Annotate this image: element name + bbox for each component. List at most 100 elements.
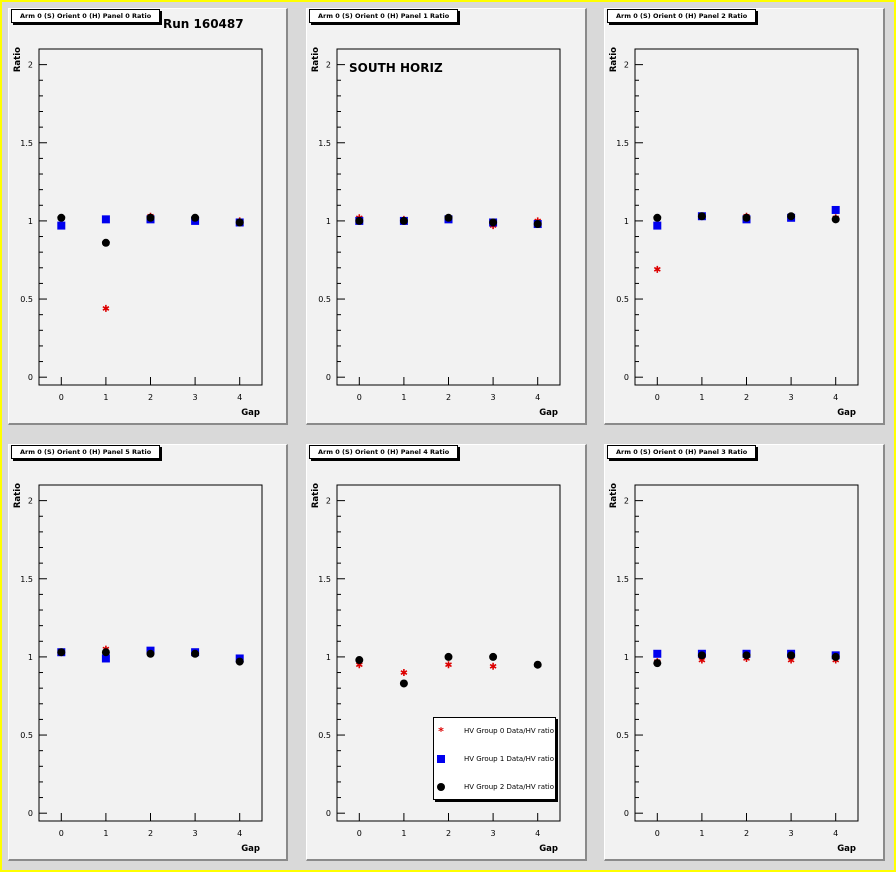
y-axis-title: Ratio [609, 483, 619, 508]
data-point-circle [444, 213, 453, 222]
y-tick-label: 0.5 [318, 731, 331, 740]
x-axis-title: Gap [837, 844, 856, 854]
y-tick-label: 0 [624, 373, 629, 382]
y-tick-label: 0.5 [616, 295, 629, 304]
y-tick-label: 1.5 [20, 575, 33, 584]
data-point-circle [235, 657, 244, 666]
legend: * HV Group 0 Data/HV ratio HV Group 1 Da… [433, 717, 556, 800]
data-point-star [653, 265, 661, 273]
x-axis-title: Gap [539, 408, 558, 418]
data-point-circle [489, 218, 498, 227]
chart-svg: 0 0.5 1 1.5 2 0 1 2 3 4 Gap Ratio [609, 47, 859, 418]
pad-title: Arm 0 (S) Orient 0 (H) Panel 2 Ratio [607, 9, 757, 23]
x-tick-label: 2 [744, 393, 749, 402]
data-point-circle [235, 218, 244, 227]
x-tick-label: 1 [699, 829, 704, 838]
data-point-square [57, 221, 66, 230]
y-tick-label: 1 [28, 217, 33, 226]
data-point-circle [101, 238, 110, 247]
data-point-circle [399, 216, 408, 225]
data-point-circle [355, 216, 364, 225]
pad-title: Arm 0 (S) Orient 0 (H) Panel 4 Ratio [309, 445, 459, 459]
data-point-circle [653, 659, 662, 668]
chart-svg: 0 0.5 1 1.5 2 0 1 2 3 4 Gap Ratio [609, 483, 859, 854]
x-axis-title: Gap [241, 408, 260, 418]
data-point-circle [146, 649, 155, 658]
chart-svg: 0 0.5 1 1.5 2 0 1 2 3 4 Gap Ratio [311, 47, 561, 418]
x-tick-label: 1 [699, 393, 704, 402]
x-tick-label: 0 [357, 829, 362, 838]
data-point-star [102, 304, 110, 312]
data-point-circle [191, 649, 200, 658]
data-point-circle [533, 220, 542, 229]
star-marker-icon: * [438, 725, 444, 738]
square-marker-icon [437, 755, 445, 763]
pad-panel-1: 0 0.5 1 1.5 2 0 1 2 3 4 Gap Ratio Arm 0 (S) Orient … [306, 8, 587, 425]
x-axis-title: Gap [241, 844, 260, 854]
x-tick-label: 1 [103, 393, 108, 402]
y-tick-label: 0 [326, 373, 331, 382]
pad-title: Arm 0 (S) Orient 0 (H) Panel 3 Ratio [607, 445, 757, 459]
chart-svg: 0 0.5 1 1.5 2 0 1 2 3 4 Gap Ratio [13, 47, 263, 418]
pad-panel-5: 0 0.5 1 1.5 2 0 1 2 3 4 Gap Ratio Arm 0 (S) Orient … [8, 444, 288, 861]
pad-panel-2: 0 0.5 1 1.5 2 0 1 2 3 4 Gap Ratio Arm 0 (S) Orient … [604, 8, 885, 425]
run-label: Run 160487 [163, 17, 244, 31]
x-tick-label: 4 [535, 393, 540, 402]
x-tick-label: 2 [744, 829, 749, 838]
y-tick-label: 0.5 [616, 731, 629, 740]
x-tick-label: 1 [401, 393, 406, 402]
pad-panel-0: 0 0.5 1 1.5 2 0 1 2 3 4 Gap Ratio Arm 0 (S) Orient … [8, 8, 288, 425]
y-tick-label: 0 [28, 373, 33, 382]
data-point-circle [191, 213, 200, 222]
data-point-square [831, 205, 840, 214]
data-point-circle [653, 213, 662, 222]
x-tick-label: 4 [237, 829, 242, 838]
y-tick-label: 0 [624, 809, 629, 818]
pad-title: Arm 0 (S) Orient 0 (H) Panel 5 Ratio [11, 445, 161, 459]
x-tick-label: 3 [789, 393, 794, 402]
y-tick-label: 1 [28, 653, 33, 662]
side-label: SOUTH HORIZ [349, 61, 443, 75]
x-tick-label: 2 [148, 829, 153, 838]
x-tick-label: 3 [193, 393, 198, 402]
x-tick-label: 3 [193, 829, 198, 838]
data-point-square [101, 215, 110, 224]
y-tick-label: 1 [326, 653, 331, 662]
x-tick-label: 0 [655, 829, 660, 838]
y-tick-label: 2 [326, 61, 331, 70]
data-point-circle [831, 652, 840, 661]
x-tick-label: 2 [446, 829, 451, 838]
pad-panel-3: 0 0.5 1 1.5 2 0 1 2 3 4 Gap Ratio Arm 0 (S) Orient … [604, 444, 885, 861]
x-tick-label: 1 [401, 829, 406, 838]
data-point-square [653, 649, 662, 658]
data-point-circle [787, 651, 796, 660]
data-point-circle [742, 213, 751, 222]
data-point-square [101, 654, 110, 663]
data-point-star [400, 669, 408, 677]
data-point-circle [742, 651, 751, 660]
y-tick-label: 0 [28, 809, 33, 818]
x-tick-label: 4 [833, 393, 838, 402]
x-axis-title: Gap [539, 844, 558, 854]
y-axis-title: Ratio [13, 483, 23, 508]
x-axis-title: Gap [837, 408, 856, 418]
data-point-circle [697, 212, 706, 221]
legend-entry: HV Group 1 Data/HV ratio [434, 752, 555, 766]
y-tick-label: 2 [624, 61, 629, 70]
y-tick-label: 2 [28, 497, 33, 506]
y-axis-title: Ratio [13, 47, 23, 72]
y-tick-label: 0.5 [20, 295, 33, 304]
y-tick-label: 2 [326, 497, 331, 506]
y-tick-label: 2 [28, 61, 33, 70]
y-tick-label: 2 [624, 497, 629, 506]
y-axis-title: Ratio [311, 47, 321, 72]
chart-svg: 0 0.5 1 1.5 2 0 1 2 3 4 Gap Ratio [13, 483, 263, 854]
data-point-star [489, 662, 497, 670]
x-tick-label: 4 [833, 829, 838, 838]
data-point-circle [146, 213, 155, 222]
pad-title: Arm 0 (S) Orient 0 (H) Panel 1 Ratio [309, 9, 459, 23]
x-tick-label: 2 [148, 393, 153, 402]
svg-text:*: * [438, 725, 444, 738]
data-point-circle [444, 652, 453, 661]
